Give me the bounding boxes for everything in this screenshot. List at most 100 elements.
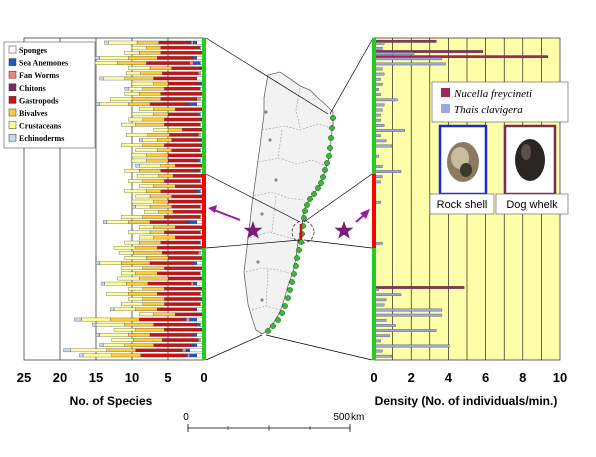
species-bar-segment: [142, 287, 165, 291]
species-tick-label: 5: [164, 370, 171, 385]
species-bar-segment: [185, 220, 190, 224]
species-bar-segment: [193, 56, 197, 60]
station-dot: [329, 125, 335, 131]
species-bar-segment: [106, 292, 129, 296]
scale-unit: km: [351, 412, 364, 423]
species-bar-segment: [167, 199, 205, 204]
species-bar-segment: [175, 225, 205, 229]
species-bar-segment: [135, 204, 151, 209]
species-bar-segment: [139, 240, 161, 245]
species-legend-swatch: [8, 133, 17, 142]
species-bar-segment: [164, 266, 201, 270]
species-bar-segment: [106, 348, 136, 353]
species-bar-segment: [153, 225, 176, 229]
species-bar-segment: [187, 40, 192, 45]
arrow-right-head: [360, 209, 370, 219]
density-tick-label: 8: [519, 370, 526, 385]
species-bar-segment: [139, 107, 154, 111]
species-bar-segment: [171, 66, 201, 70]
species-bar-segment: [153, 76, 197, 81]
station-dot: [294, 255, 300, 261]
species-bar-segment: [193, 307, 197, 312]
species-tick-label: 15: [89, 370, 103, 385]
species-bar-segment: [183, 353, 188, 358]
map-island-outline: [243, 71, 334, 335]
station-dot: [324, 160, 330, 166]
thais-bar: [374, 144, 392, 148]
species-bar-segment: [135, 148, 158, 153]
species-bar-segment: [111, 353, 141, 358]
species-bar-segment: [164, 297, 201, 301]
station-dot: [315, 185, 321, 191]
species-bar-segment: [146, 153, 169, 158]
species-bar-segment: [193, 333, 197, 337]
species-tick-label: 25: [17, 370, 31, 385]
species-bar-segment: [196, 169, 201, 173]
species-bar-segment: [63, 348, 71, 353]
thais-swatch: [441, 104, 450, 113]
species-bar-segment: [172, 210, 202, 214]
species-bar-segment: [189, 343, 194, 347]
species-bar-segment: [99, 343, 104, 347]
species-bar-segment: [157, 292, 201, 296]
species-bar-segment: [164, 328, 201, 332]
rock-shell-caption-box: [429, 193, 495, 215]
species-bar-segment: [121, 215, 143, 219]
species-bar-segment: [190, 40, 194, 45]
species-bar-segment: [126, 133, 148, 137]
thais-bar: [374, 324, 396, 327]
species-legend-swatch: [8, 70, 17, 79]
thais-bar: [374, 334, 391, 338]
species-legend-box: [3, 41, 96, 149]
inland-dot: [264, 110, 268, 114]
species-bar-segment: [128, 179, 143, 183]
species-bar-segment: [146, 45, 161, 50]
species-bar-segment: [124, 169, 140, 173]
species-bar-segment: [198, 251, 201, 255]
species-bar-segment: [106, 220, 129, 224]
species-bar-segment: [95, 102, 100, 106]
species-bar-segment: [185, 102, 190, 106]
species-bar-segment: [182, 128, 205, 132]
station-dot: [270, 323, 276, 329]
species-bar-segment: [153, 235, 176, 240]
thais-bar: [374, 108, 383, 112]
species-bar-segment: [99, 56, 129, 60]
species-bar-segment: [178, 348, 183, 353]
species-bar-segment: [124, 86, 129, 91]
species-bar-segment: [196, 97, 201, 101]
station-dot: [304, 202, 310, 208]
species-bar-segment: [124, 322, 154, 327]
species-bar-segment: [70, 348, 107, 353]
thais-bar: [374, 165, 383, 168]
thais-bar: [374, 57, 443, 61]
species-bar-segment: [162, 71, 199, 76]
species-bar-segment: [124, 76, 154, 81]
species-bar-segment: [196, 158, 201, 163]
species-bar-segment: [144, 210, 159, 214]
species-bar-segment: [110, 317, 140, 322]
species-bar-segment: [74, 317, 82, 322]
thais-bar: [374, 298, 387, 302]
station-dot: [289, 279, 295, 285]
highlight-markers: [208, 205, 370, 239]
species-bar-segment: [198, 338, 201, 342]
species-legend-swatch: [8, 96, 17, 104]
station-dot: [307, 196, 313, 202]
species-bar-segment: [171, 194, 201, 199]
species-bar-segment: [193, 40, 197, 45]
species-bar-segment: [153, 112, 169, 117]
species-bar-segment: [157, 56, 194, 60]
species-legend-label: Chitons: [19, 84, 46, 93]
species-bar-segment: [140, 353, 184, 358]
thais-bar: [374, 42, 385, 45]
thais-bar: [374, 170, 402, 173]
species-bar-segment: [196, 240, 201, 245]
dog-whelk-caption-box: [495, 193, 569, 215]
species-bar-segment: [164, 117, 201, 122]
species-bar-segment: [164, 287, 201, 291]
species-legend-label: Sea Anemones: [19, 59, 68, 68]
species-bar-segment: [135, 307, 158, 312]
species-bar-segment: [92, 322, 97, 327]
